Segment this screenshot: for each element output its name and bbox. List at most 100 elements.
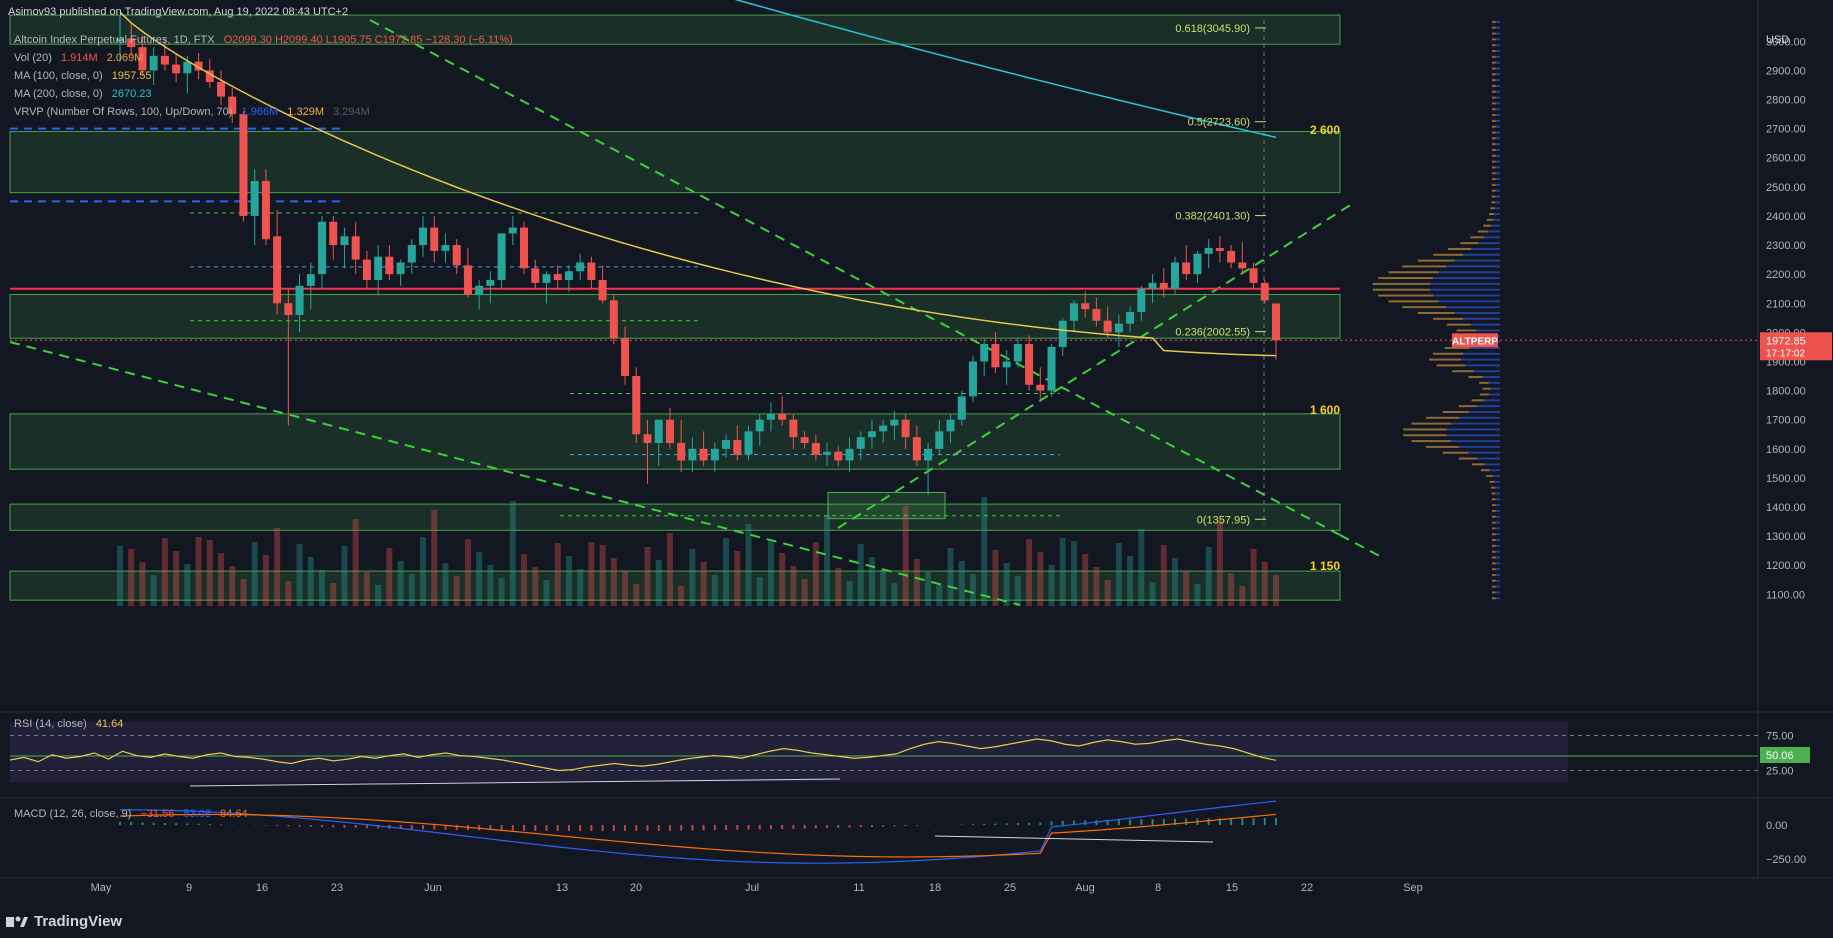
price-tick-label: 2500.00 <box>1766 182 1806 194</box>
candle-body <box>419 227 428 246</box>
rsi-line <box>9 738 1277 772</box>
vrvp-up-bar <box>1495 562 1500 565</box>
candle-body <box>654 419 663 443</box>
tradingview-logo[interactable]: TradingView <box>6 913 122 930</box>
vrvp-up-bar <box>1495 544 1500 547</box>
vrvp-down-bar <box>1442 451 1469 454</box>
volume-bar <box>969 574 976 606</box>
vrvp-up-bar <box>1438 271 1500 274</box>
vrvp-up-bar <box>1488 381 1500 384</box>
candle-body <box>531 268 540 283</box>
volume-bar <box>700 562 707 606</box>
vrvp-down-bar <box>1411 440 1452 443</box>
fib-label: 0.618(3045.90) <box>1175 23 1250 35</box>
candle-body <box>374 256 383 280</box>
candle-body <box>968 361 977 397</box>
legend-symbol-row: Altcoin Index Perpetual Futures, 1D, FTX… <box>14 34 513 46</box>
vrvp-up-bar <box>1487 230 1500 233</box>
vrvp-down-bar <box>1402 265 1447 268</box>
volume-bar <box>801 579 808 606</box>
vrvp-down-bar <box>1477 230 1488 233</box>
volume-bar <box>812 542 819 606</box>
volume-bar <box>1115 543 1122 606</box>
vrvp-down-bar <box>1489 213 1494 216</box>
volume-bar <box>790 566 797 606</box>
volume-bar <box>521 554 528 606</box>
volume-bar <box>1239 586 1246 606</box>
vrvp-up-bar <box>1495 597 1500 600</box>
price-tick-label: 1800.00 <box>1766 386 1806 398</box>
volume-bar <box>408 574 415 606</box>
candle-body <box>980 344 989 362</box>
vrvp-up-bar <box>1495 556 1500 559</box>
time-tick-label: Jun <box>424 882 442 894</box>
time-tick-label: 15 <box>1226 882 1238 894</box>
legend-ma200-row: MA (200, close, 0) 2670.23 <box>14 88 151 100</box>
vrvp-down-bar <box>1492 84 1496 87</box>
candle-body <box>744 431 753 455</box>
volume-bar <box>857 544 864 606</box>
vrvp-down-bar <box>1492 32 1496 35</box>
vrvp-down-bar <box>1483 224 1491 227</box>
vrvp-up-bar <box>1454 259 1500 262</box>
vrvp-up-bar <box>1495 20 1500 23</box>
tradingview-logo-icon <box>6 916 28 927</box>
candle-body <box>205 70 214 83</box>
legend-vrvp-row: VRVP (Number Of Rows, 100, Up/Down, 70) … <box>14 106 370 118</box>
candle-body <box>160 55 169 65</box>
vrvp-up-bar <box>1495 125 1500 128</box>
vrvp-down-bar <box>1492 544 1496 547</box>
vrvp-up-bar <box>1490 387 1500 390</box>
vrvp-up-bar <box>1495 44 1500 47</box>
volume-bar <box>936 585 943 606</box>
candle-body <box>1227 250 1236 263</box>
vrvp-up-bar <box>1495 509 1500 512</box>
candle-body <box>1272 303 1280 341</box>
volume-bar <box>981 497 988 606</box>
vrvp-up-bar <box>1495 573 1500 576</box>
level-label: 2 600 <box>1310 123 1340 137</box>
volume-bar <box>543 580 550 606</box>
volume-bar <box>464 539 471 606</box>
candle-body <box>149 55 158 71</box>
vrvp-down-bar <box>1480 469 1490 472</box>
candle-body <box>1013 344 1022 362</box>
candle-body <box>598 279 607 301</box>
candle-body <box>755 419 764 432</box>
vrvp-down-bar <box>1425 416 1460 419</box>
vrvp-down-bar <box>1492 102 1496 105</box>
volume-bar <box>577 569 584 606</box>
volume-bar <box>341 546 348 606</box>
candle-body <box>385 256 394 275</box>
vrvp-up-bar <box>1477 405 1500 408</box>
legend-ma100-value: 1957.55 <box>111 70 152 82</box>
volume-bar <box>1059 538 1066 606</box>
vrvp-up-bar <box>1495 585 1500 588</box>
volume-bar <box>1127 556 1134 606</box>
candle-body <box>1182 262 1191 275</box>
vrvp-down-bar <box>1492 114 1496 117</box>
vrvp-up-bar <box>1433 277 1500 280</box>
candle-body <box>564 271 573 280</box>
volume-bar <box>363 572 370 606</box>
legend-vrvp-v3: 3.294M <box>333 106 370 118</box>
vrvp-down-bar <box>1372 288 1430 291</box>
volume-bar <box>644 547 651 606</box>
vrvp-down-bar <box>1378 277 1434 280</box>
macd-line <box>119 800 1277 864</box>
volume-bar <box>1138 529 1145 606</box>
candle-body <box>621 338 630 377</box>
vrvp-up-bar <box>1495 521 1500 524</box>
volume-bar <box>1026 539 1033 606</box>
volume-bar <box>610 558 617 606</box>
candle-body <box>823 451 832 455</box>
vrvp-up-bar <box>1495 486 1500 489</box>
ma100-line <box>119 11 1277 357</box>
vrvp-down-bar <box>1492 137 1496 140</box>
candle-body <box>1126 312 1135 324</box>
vrvp-up-bar <box>1469 346 1500 349</box>
price-tick-label: 1100.00 <box>1766 589 1805 601</box>
candle-body <box>127 38 136 48</box>
candle-body <box>497 233 506 280</box>
